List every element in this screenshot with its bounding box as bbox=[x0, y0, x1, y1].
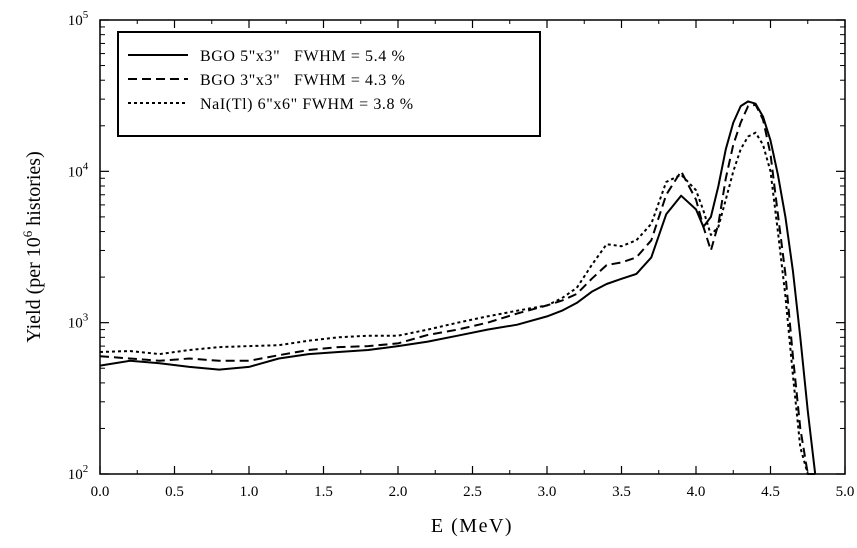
x-tick-label: 1.5 bbox=[314, 484, 333, 500]
y-tick-exponent: 2 bbox=[83, 463, 89, 475]
legend-label-bgo-5x3: BGO 5"x3" FWHM = 5.4 % bbox=[200, 48, 405, 65]
x-tick-label: 3.5 bbox=[612, 484, 631, 500]
x-tick-label: 1.0 bbox=[240, 484, 259, 500]
x-tick-label: 4.5 bbox=[761, 484, 780, 500]
x-tick-label: 2.0 bbox=[389, 484, 408, 500]
y-tick-base: 10 bbox=[68, 164, 83, 180]
legend-box bbox=[117, 31, 541, 137]
series-nai-6x6 bbox=[99, 131, 816, 475]
x-tick-label: 0.5 bbox=[165, 484, 184, 500]
y-tick-label: 103 bbox=[68, 312, 89, 332]
y-tick-label: 105 bbox=[68, 9, 89, 29]
y-tick-base: 10 bbox=[68, 13, 83, 29]
y-tick-exponent: 3 bbox=[83, 312, 89, 324]
legend-label-bgo-3x3: BGO 3"x3" FWHM = 4.3 % bbox=[200, 72, 405, 89]
series-bgo-3x3 bbox=[99, 103, 816, 475]
y-tick-label: 104 bbox=[68, 160, 89, 180]
y-axis-title-exponent: 6 bbox=[20, 230, 35, 237]
y-tick-base: 10 bbox=[68, 316, 83, 332]
x-tick-label: 4.0 bbox=[687, 484, 706, 500]
series-bgo-5x3 bbox=[99, 100, 817, 475]
x-tick-label: 0.0 bbox=[91, 484, 110, 500]
y-tick-label: 102 bbox=[68, 463, 89, 483]
y-tick-exponent: 4 bbox=[83, 160, 89, 172]
x-tick-label: 5.0 bbox=[836, 484, 855, 500]
legend: BGO 5"x3" FWHM = 5.4 % BGO 3"x3" FWHM = … bbox=[117, 31, 541, 137]
y-axis-title: Yield (per 106 histories) bbox=[20, 151, 45, 342]
y-tick-base: 10 bbox=[68, 467, 83, 483]
legend-label-nai-6x6: NaI(Tl) 6"x6" FWHM = 3.8 % bbox=[200, 96, 414, 113]
series-layer bbox=[99, 100, 817, 475]
x-tick-label: 3.0 bbox=[538, 484, 557, 500]
y-axis-title-prefix: Yield (per 10 bbox=[23, 237, 45, 343]
x-tick-label: 2.5 bbox=[463, 484, 482, 500]
y-axis-title-suffix: histories) bbox=[23, 151, 45, 230]
y-tick-exponent: 5 bbox=[83, 9, 89, 21]
x-axis-title: E (MeV) bbox=[431, 515, 513, 537]
x-axis-ticks: 0.0 0.5 1.0 1.5 2.0 2.5 3.0 3.5 4.0 4.5 5.0 bbox=[91, 20, 855, 500]
